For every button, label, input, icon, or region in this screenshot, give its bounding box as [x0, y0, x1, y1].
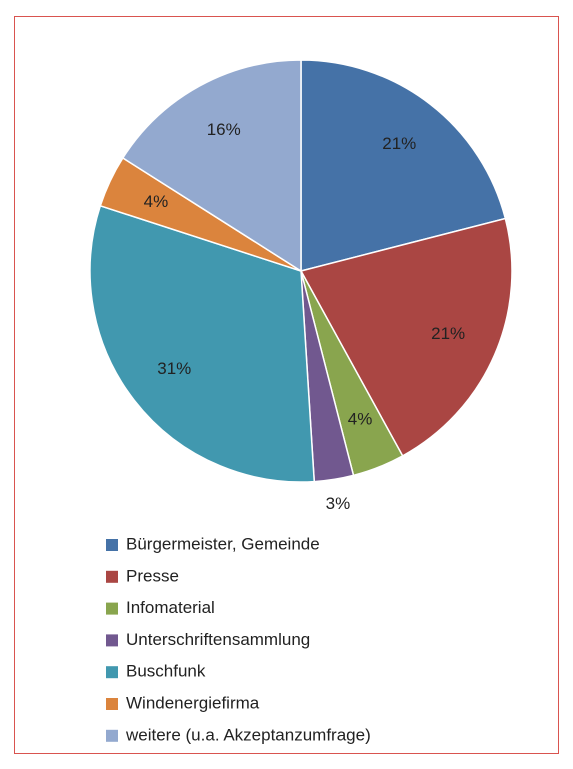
legend-label: Bürgermeister, Gemeinde [126, 534, 320, 553]
legend-label: Windenergiefirma [126, 693, 260, 712]
data-label: 21% [382, 134, 416, 153]
legend-swatch [106, 570, 118, 583]
legend-label: weitere (u.a. Akzeptanzumfrage) [125, 725, 371, 744]
data-label: 3% [326, 494, 351, 513]
data-label: 16% [207, 120, 241, 139]
legend-swatch [106, 698, 118, 710]
pie-slice [300, 59, 507, 272]
data-label: 21% [431, 324, 465, 343]
legend-swatch [106, 602, 118, 615]
legend-swatch [106, 666, 118, 679]
data-label: 31% [157, 359, 191, 378]
pie-slice [89, 204, 316, 483]
legend-swatch [106, 729, 118, 742]
pie-slice [121, 59, 302, 273]
legend-swatch [106, 539, 118, 551]
legend-label: Unterschriftensammlung [126, 630, 310, 649]
legend-label: Infomaterial [126, 598, 215, 617]
legend-label: Buschfunk [126, 662, 206, 681]
legend-swatch [106, 634, 118, 647]
data-label: 4% [144, 192, 169, 211]
data-label: 4% [348, 410, 373, 429]
pie-slice [299, 217, 513, 457]
legend-label: Presse [126, 566, 179, 585]
